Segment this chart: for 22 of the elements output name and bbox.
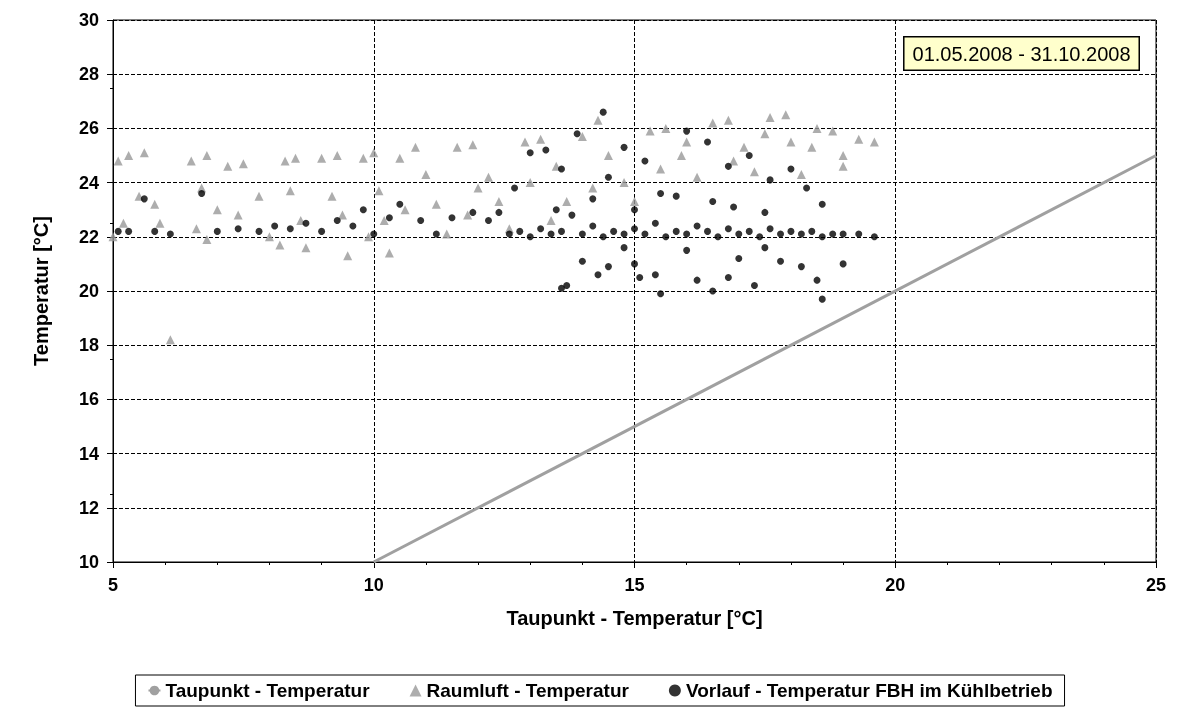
y-tick-label: 30 xyxy=(78,10,99,30)
x-tick-label: 10 xyxy=(363,575,384,595)
y-tick-label: 22 xyxy=(78,226,99,247)
annotation: 01.05.2008 - 31.10.2008 xyxy=(912,42,1131,65)
legend-label: Taupunkt - Temperatur xyxy=(165,680,371,701)
y-tick-label: 12 xyxy=(78,497,99,518)
x-tick-label: 15 xyxy=(624,575,645,595)
y-tick-label: 20 xyxy=(78,281,99,301)
legend-label: Vorlauf - Temperatur FBH im Kühlbetrieb xyxy=(685,680,1053,701)
y-tick-label: 10 xyxy=(78,552,99,572)
y-tick-label: 14 xyxy=(78,443,99,464)
y-tick-label: 26 xyxy=(78,118,99,139)
x-tick-label: 20 xyxy=(885,575,906,595)
x-tick-label: 5 xyxy=(107,575,119,595)
y-tick-label: 16 xyxy=(78,389,99,410)
y-tick-label: 24 xyxy=(78,172,99,193)
legend-label: Raumluft - Temperatur xyxy=(426,680,630,701)
y-tick-label: 28 xyxy=(78,64,99,85)
y-tick-label: 18 xyxy=(78,335,99,356)
x-axis-title: Taupunkt - Temperatur [°C] xyxy=(506,607,763,629)
y-axis-title: Temperatur [°C] xyxy=(30,216,52,366)
x-tick-label: 25 xyxy=(1145,575,1167,595)
